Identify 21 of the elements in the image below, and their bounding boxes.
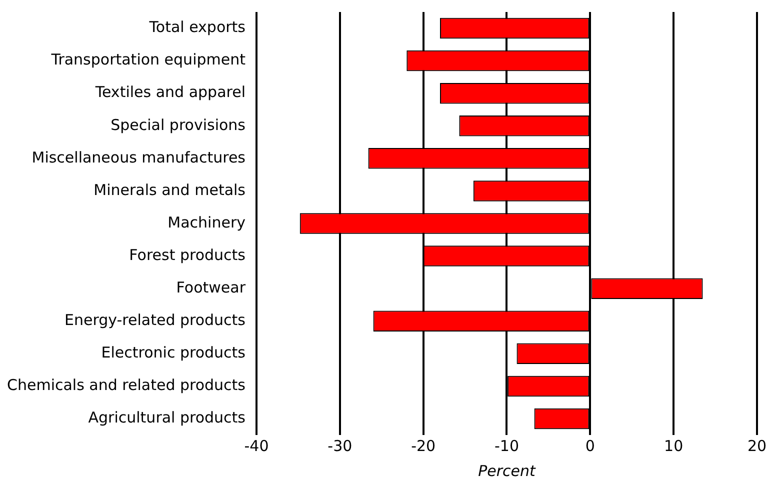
y-tick-label: Electronic products	[101, 344, 246, 362]
x-tick-label: -10	[494, 436, 519, 455]
y-tick-label: Miscellaneous manufactures	[32, 148, 246, 166]
y-tick-label: Footwear	[176, 278, 246, 296]
x-tick-label: -30	[328, 436, 352, 455]
y-tick-label: Forest products	[129, 246, 246, 264]
x-tick-label: -40	[244, 436, 269, 455]
x-tick-label: -20	[411, 436, 436, 455]
y-tick-label: Special provisions	[110, 116, 246, 134]
x-tick-label: 10	[664, 436, 684, 455]
y-tick-label: Total exports	[148, 18, 246, 36]
y-tick-label: Minerals and metals	[94, 180, 246, 199]
y-tick-label: Energy-related products	[64, 311, 246, 330]
x-tick-label: 0	[585, 436, 595, 455]
y-tick-label: Transportation equipment	[50, 50, 246, 69]
y-tick-label: Machinery	[168, 213, 246, 232]
y-tick-label: Chemicals and related products	[7, 376, 246, 394]
x-axis-title: Percent	[478, 462, 537, 480]
y-tick-label: Textiles and apparel	[94, 83, 246, 102]
x-tick-label: 20	[747, 436, 767, 455]
y-tick-label: Agricultural products	[88, 408, 246, 427]
